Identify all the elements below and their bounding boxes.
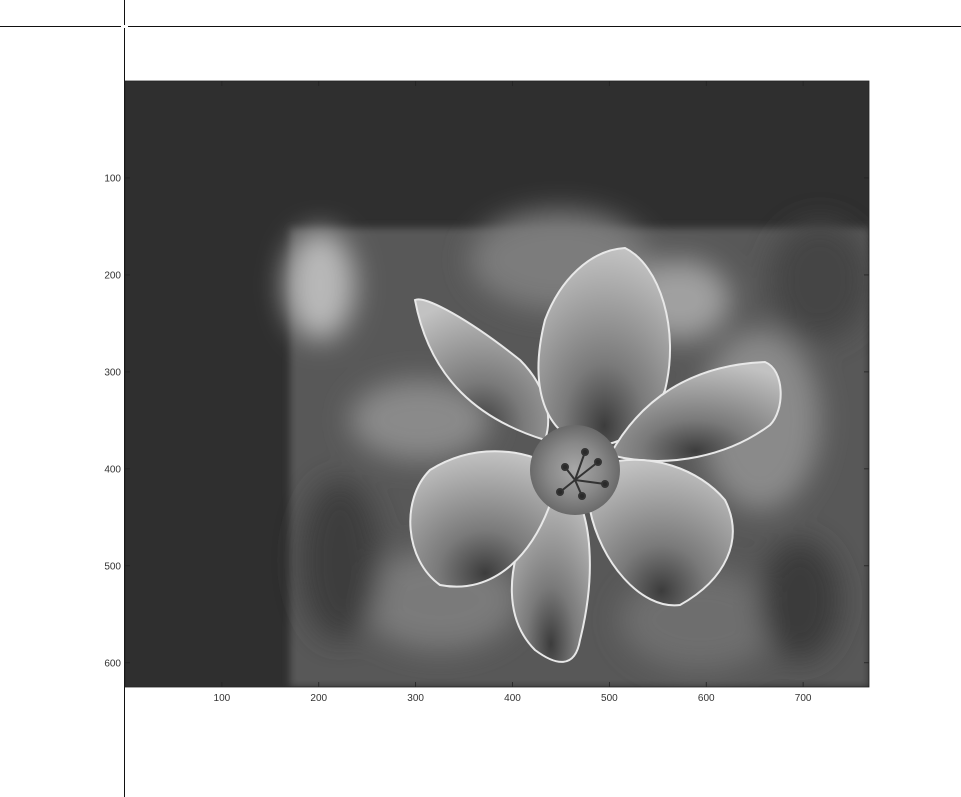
x-tick-label: 300 [407, 693, 424, 704]
lily-flower [409, 246, 782, 663]
axes-frame [124, 80, 870, 688]
y-axis: 100 200 300 400 500 600 [104, 173, 869, 669]
x-tick-label: 600 [698, 693, 715, 704]
crosshair-horizontal-line [0, 26, 961, 27]
crosshair-gap [121, 25, 128, 28]
y-tick-label: 300 [104, 367, 121, 378]
y-tick-label: 400 [104, 464, 121, 475]
x-axis: 100 200 300 400 500 600 700 [214, 81, 812, 704]
crosshair-vertical-line [124, 0, 125, 797]
petal-lower-left [409, 450, 562, 588]
y-tick-label: 500 [104, 561, 121, 572]
stamens [556, 448, 609, 500]
x-tick-label: 400 [504, 693, 521, 704]
x-tick-label: 200 [310, 693, 327, 704]
y-tick-label: 600 [104, 658, 121, 669]
petal-lower-right [588, 458, 734, 607]
x-tick-label: 500 [601, 693, 618, 704]
x-tick-label: 100 [214, 693, 231, 704]
petal-right [608, 360, 782, 462]
y-tick-label: 100 [104, 173, 121, 184]
y-tick-label: 200 [104, 270, 121, 281]
x-tick-label: 700 [795, 693, 812, 704]
flower-center [530, 425, 620, 515]
